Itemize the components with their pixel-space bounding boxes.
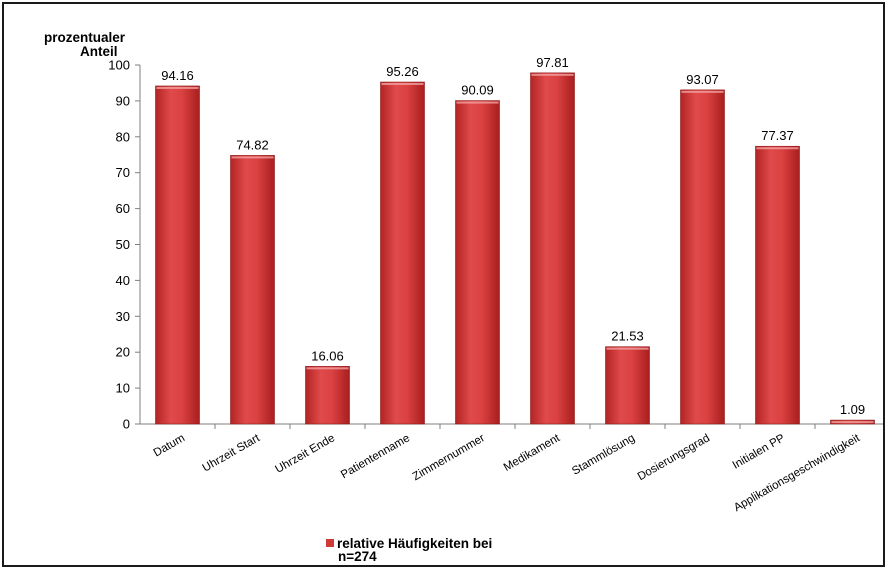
category-label: Stammlösung bbox=[570, 432, 637, 478]
y-tick-label: 50 bbox=[116, 237, 130, 252]
bar-top-highlight bbox=[606, 347, 649, 350]
bar-top-highlight bbox=[831, 421, 874, 424]
bar bbox=[230, 155, 275, 425]
data-label: 21.53 bbox=[611, 329, 644, 344]
bar bbox=[605, 346, 650, 425]
y-tick-label: 100 bbox=[108, 58, 130, 73]
bar bbox=[380, 81, 425, 425]
y-tick-label: 30 bbox=[116, 309, 130, 324]
bar-top-highlight bbox=[531, 73, 574, 76]
bar-chart: 0 10 20 30 40 50 60 70 80 90 100 Datum Uhrzeit Start… bbox=[108, 55, 883, 514]
data-label: 74.82 bbox=[236, 137, 269, 152]
y-tick-label: 80 bbox=[116, 129, 130, 144]
bar bbox=[155, 85, 200, 425]
data-label: 1.09 bbox=[840, 402, 865, 417]
legend-label-line-1: relative Häufigkeiten bei bbox=[337, 536, 493, 551]
y-tick-label: 60 bbox=[116, 201, 130, 216]
category-label: Uhrzeit Start bbox=[201, 432, 263, 475]
bar-top-highlight bbox=[306, 367, 349, 370]
y-axis-title: prozentualer Anteil bbox=[44, 31, 164, 59]
bar-top-highlight bbox=[381, 83, 424, 86]
data-label: 95.26 bbox=[386, 64, 419, 79]
y-axis-title-line-2: Anteil bbox=[80, 44, 118, 59]
data-label: 77.37 bbox=[761, 128, 794, 143]
category-label: Dosierungsgrad bbox=[636, 432, 712, 483]
category-label: Applikationsgeschwindigkeit bbox=[732, 432, 863, 514]
bar bbox=[305, 366, 350, 425]
category-label: Patientenname bbox=[339, 432, 412, 481]
bar bbox=[680, 89, 725, 425]
y-tick-label: 70 bbox=[116, 165, 130, 180]
category-label: Medikament bbox=[502, 432, 563, 474]
legend-swatch bbox=[326, 539, 334, 547]
bar bbox=[755, 145, 800, 425]
y-tick-label: 20 bbox=[116, 345, 130, 360]
category-label: Initialen PP bbox=[731, 432, 788, 472]
bar-top-highlight bbox=[756, 147, 799, 150]
data-label: 93.07 bbox=[686, 72, 719, 87]
category-label: Uhrzeit Ende bbox=[273, 432, 337, 476]
category-label: Zimmernummer bbox=[411, 432, 487, 483]
bar-top-highlight bbox=[156, 86, 199, 89]
data-label: 16.06 bbox=[311, 348, 344, 363]
bar-top-highlight bbox=[456, 101, 499, 104]
y-tick-label: 90 bbox=[116, 93, 130, 108]
y-tick-label: 10 bbox=[116, 381, 130, 396]
category-label: Datum bbox=[152, 432, 187, 459]
legend-label-line-2: n=274 bbox=[338, 549, 377, 564]
bar-top-highlight bbox=[681, 90, 724, 93]
data-label: 90.09 bbox=[461, 83, 494, 98]
legend: relative Häufigkeiten bei n=274 bbox=[326, 537, 492, 563]
bar bbox=[455, 100, 500, 425]
data-label: 97.81 bbox=[536, 55, 569, 70]
data-label: 94.16 bbox=[161, 68, 194, 83]
bar-top-highlight bbox=[231, 156, 274, 159]
y-axis-title-line-1: prozentualer bbox=[44, 30, 126, 45]
y-tick-label: 0 bbox=[123, 417, 130, 432]
bar bbox=[530, 72, 575, 425]
y-tick-label: 40 bbox=[116, 273, 130, 288]
